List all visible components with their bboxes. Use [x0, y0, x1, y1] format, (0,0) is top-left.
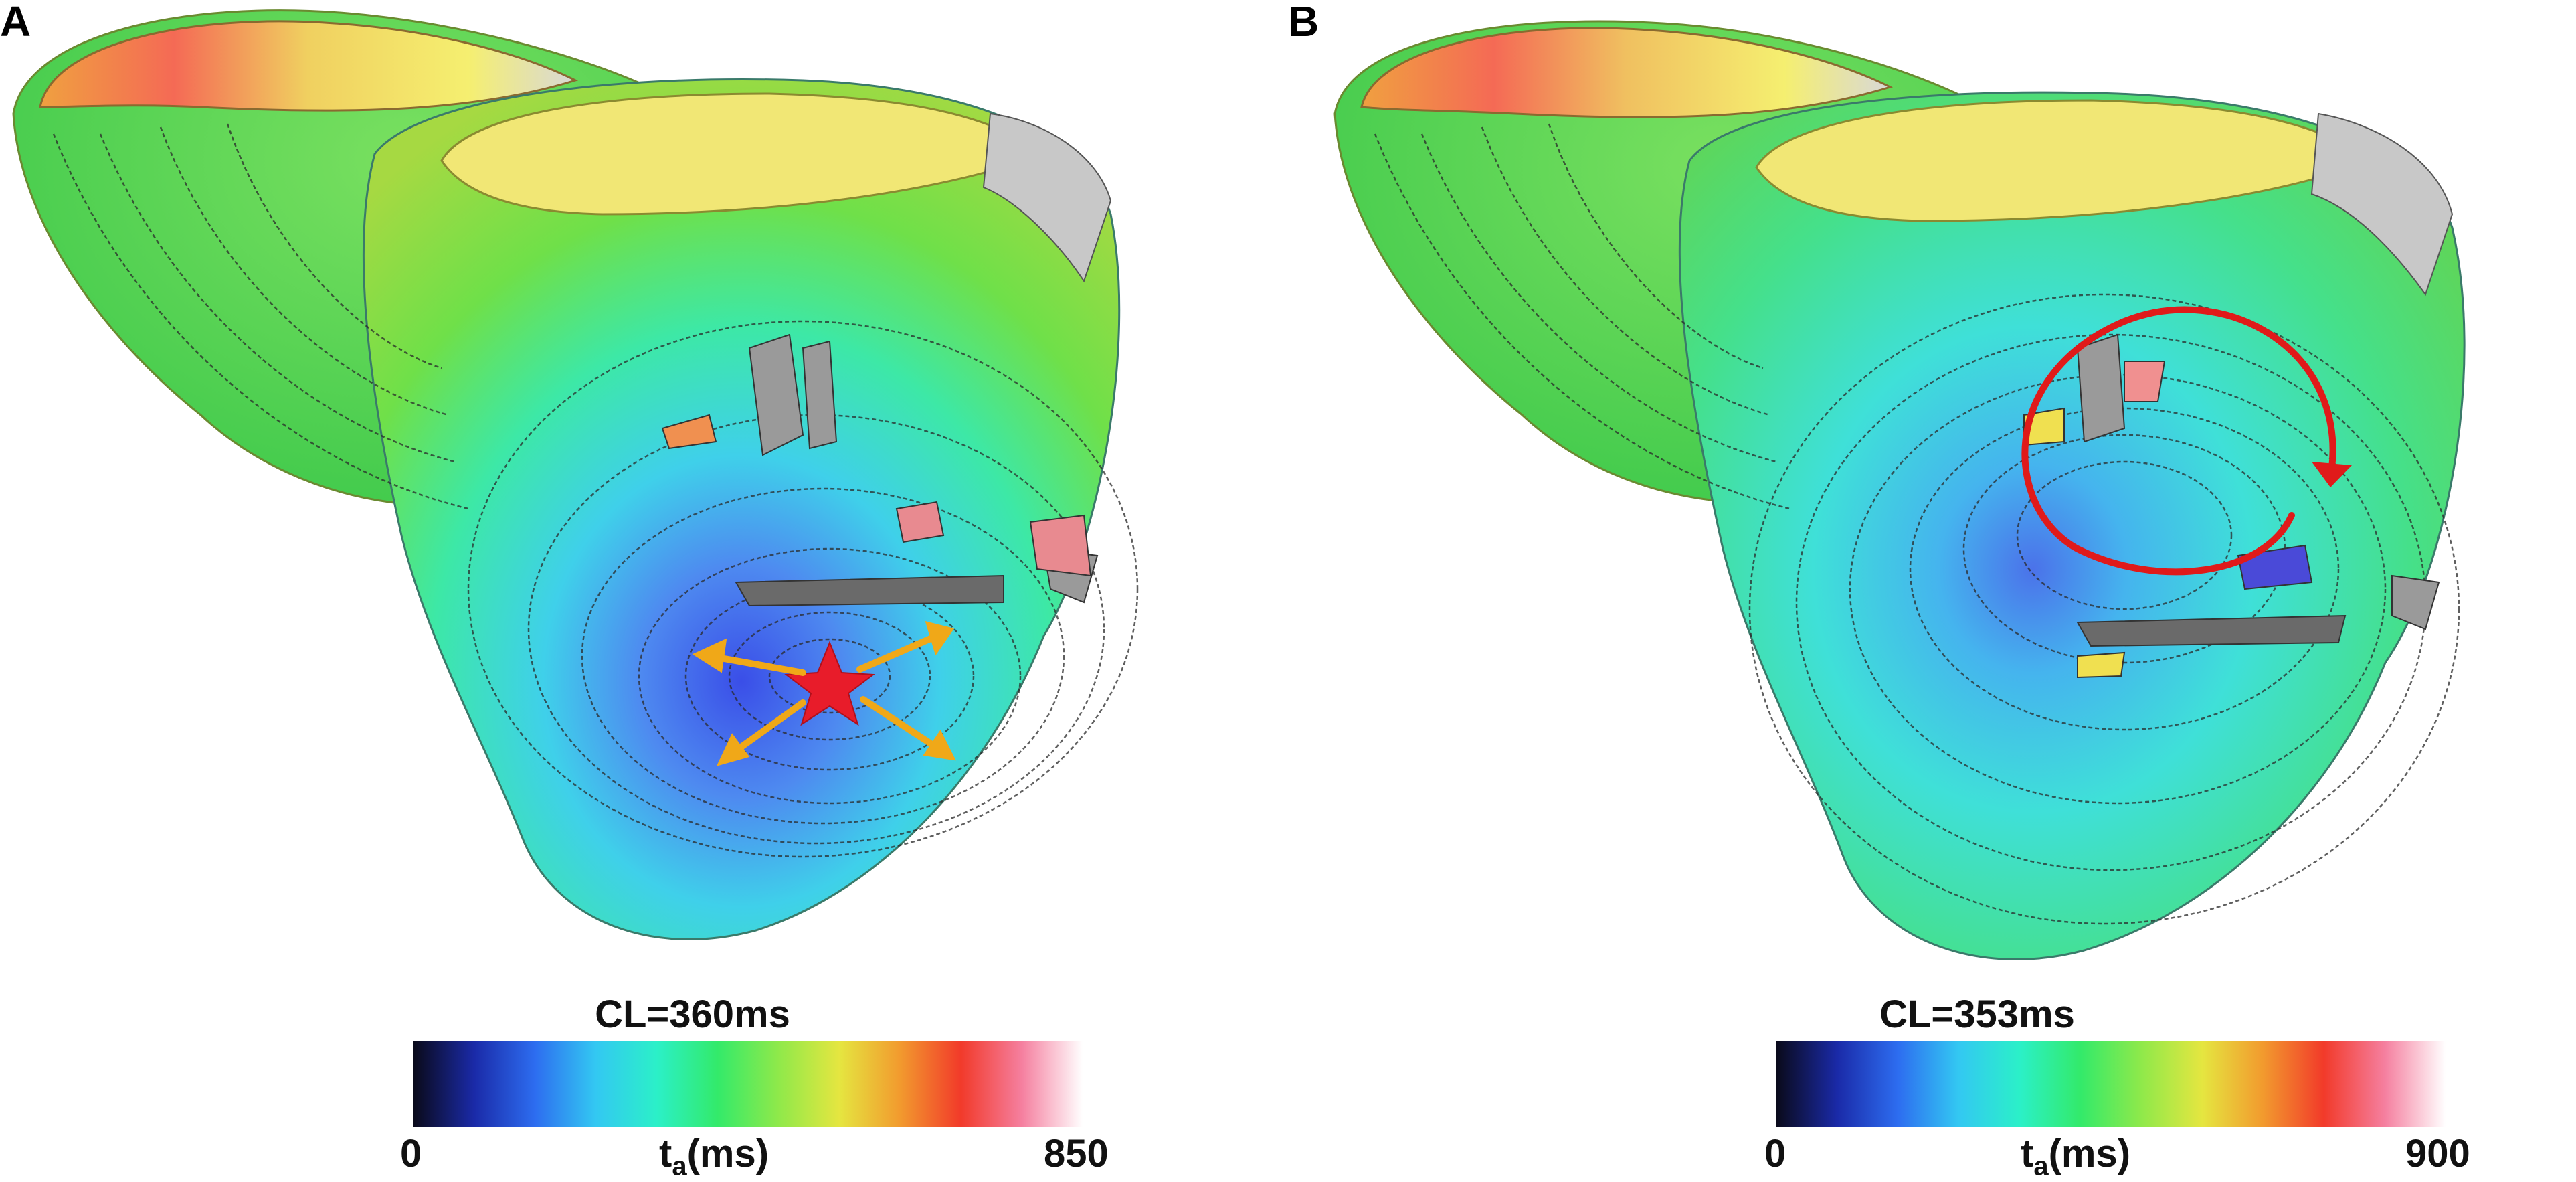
colorbar-unit-label: ta(ms) — [2021, 1132, 2131, 1181]
colorbar — [1776, 1041, 2446, 1127]
colorbar-unit-label: ta(ms) — [659, 1132, 769, 1181]
cycle-length-label: CL=353ms — [1879, 993, 2075, 1036]
colorbar-max-label: 900 — [2405, 1132, 2470, 1175]
panel-a: A — [0, 0, 1288, 1181]
heart-activation-map — [12, 9, 1139, 940]
propagation-arrows-icon — [692, 621, 956, 766]
colorbar-min-label: 0 — [1764, 1132, 1786, 1175]
colorbar-min-label: 0 — [400, 1132, 422, 1175]
panel-b: B — [1288, 0, 2576, 1181]
cycle-length-label: CL=360ms — [595, 993, 790, 1036]
panel-label: B — [1288, 0, 1319, 46]
panel-label: A — [0, 0, 31, 46]
colorbar-max-label: 850 — [1044, 1132, 1109, 1175]
reentry-arrow-icon — [2021, 306, 2352, 576]
heart-activation-map — [1333, 20, 2466, 960]
colorbar — [413, 1041, 1083, 1127]
